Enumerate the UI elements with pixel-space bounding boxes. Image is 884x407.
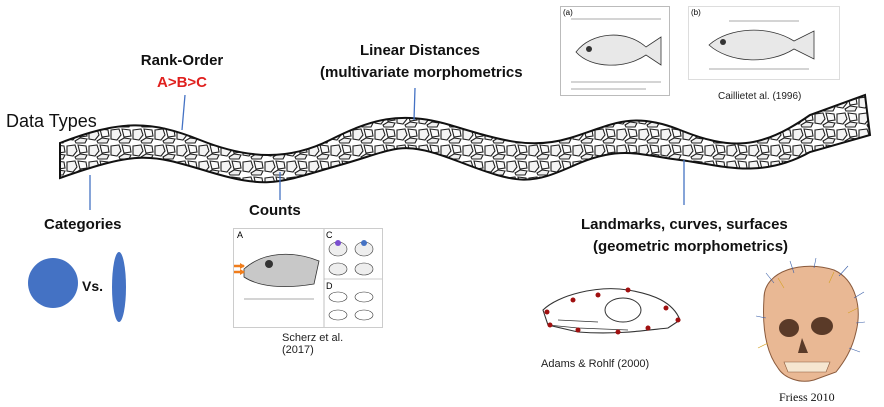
landmark (547, 322, 553, 328)
lizard-panel-d-label: D (326, 281, 333, 291)
landmarks-sub: (geometric morphometrics) (593, 238, 789, 255)
fish-figure-a: (a) (560, 6, 670, 96)
page-title: Data Types (6, 111, 97, 131)
vs-label: Vs. (82, 278, 104, 294)
landmark (570, 297, 576, 303)
lizard-drawing (234, 229, 382, 327)
circle-shape (28, 258, 78, 308)
friess-caption: Friess 2010 (779, 390, 835, 404)
lizard-panel-c-label: C (326, 230, 333, 240)
band-shape (59, 93, 872, 184)
landmark (615, 329, 621, 335)
fish-b-label: (b) (691, 8, 701, 17)
rank-order-example: A>B>C (156, 74, 208, 91)
rank-order-connector (181, 94, 186, 131)
fish-figure-b: (b) (688, 6, 840, 80)
landmark (595, 292, 601, 298)
landmarks-label: Landmarks, curves, surfaces (581, 216, 788, 233)
fish-a-drawing (571, 18, 662, 90)
lizard-panel-a-label: A (237, 230, 244, 240)
fish-a-label: (a) (563, 8, 573, 17)
landmark (544, 309, 550, 315)
human-skull-drawing (755, 258, 866, 382)
categories-label: Categories (44, 216, 122, 233)
scherz-caption: Scherz et al. (2017) (282, 332, 344, 356)
linear-distances-sub: (multivariate morphometrics (320, 64, 523, 81)
caillet-caption: Caillietet al. (1996) (718, 91, 802, 102)
landmark (625, 287, 631, 293)
ellipse-shape (112, 252, 126, 322)
linear-distances-connector (413, 87, 416, 121)
landmark (575, 327, 581, 333)
lizard-skull-drawing (542, 287, 681, 335)
landmark (675, 317, 681, 323)
rank-order-label: Rank-Order (140, 52, 224, 69)
fish-b-drawing (708, 20, 815, 70)
adams-caption: Adams & Rohlf (2000) (541, 358, 650, 370)
counts-label: Counts (249, 202, 301, 219)
landmark (645, 325, 651, 331)
landmark (663, 305, 669, 311)
linear-distances-label: Linear Distances (359, 42, 481, 59)
lizard-figure: A C D (233, 228, 383, 328)
